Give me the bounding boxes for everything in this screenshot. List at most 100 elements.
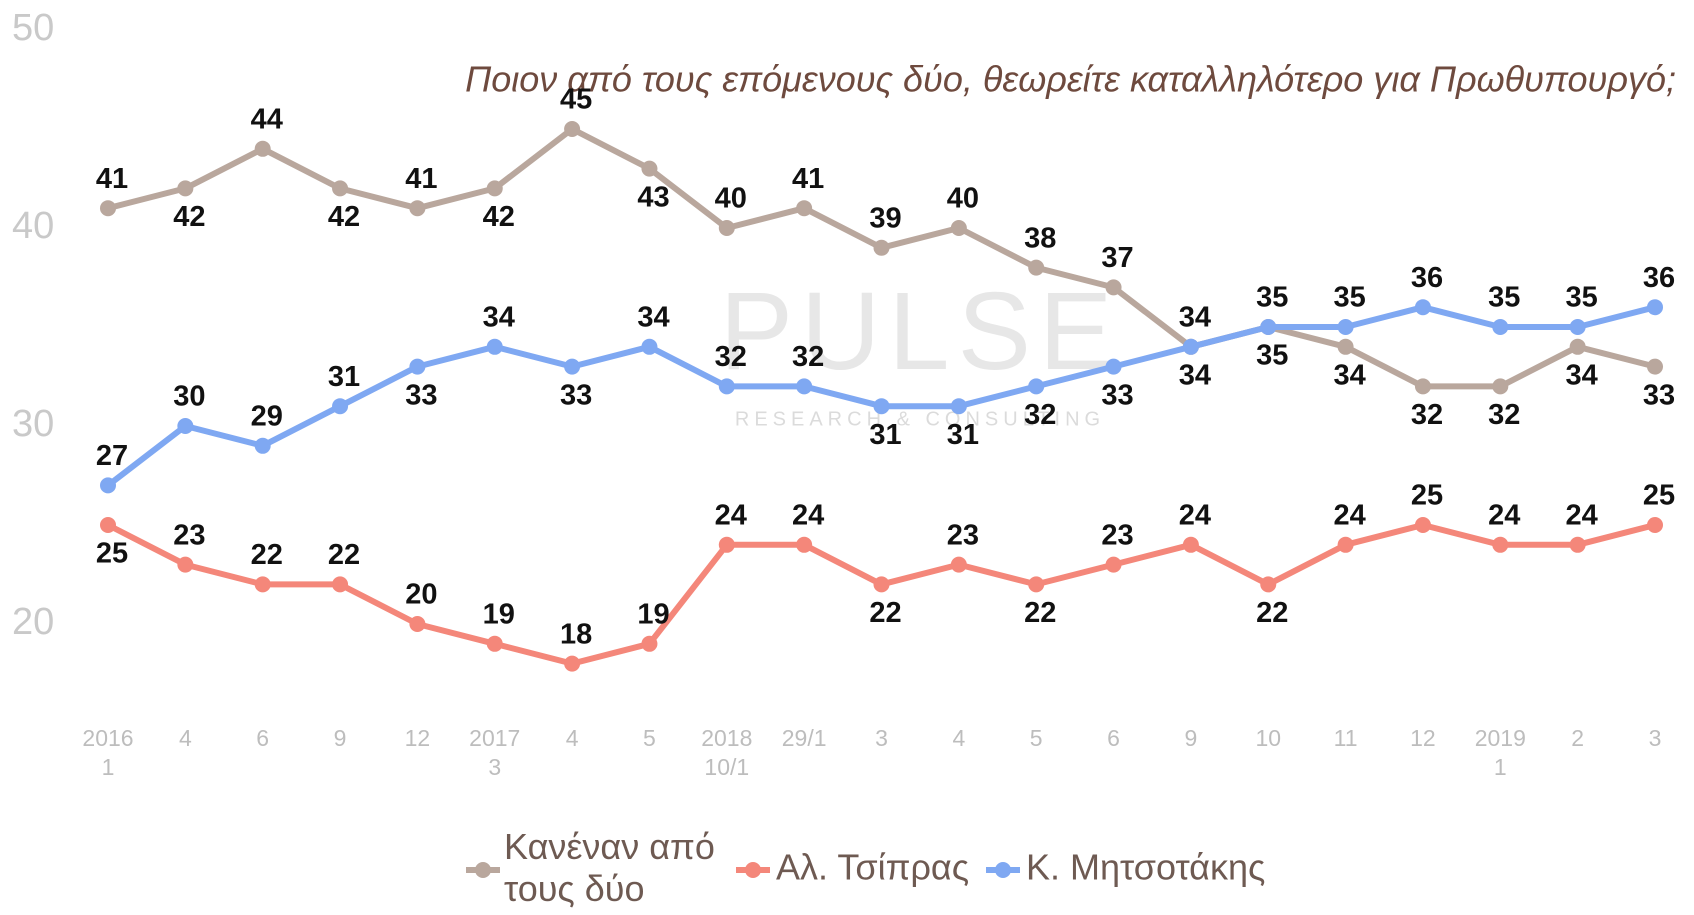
data-label: 40 [715,183,747,215]
data-label: 30 [173,381,205,413]
x-tick-label: 3 [1649,725,1662,751]
data-label: 42 [483,201,515,233]
x-tick-label: 9 [1185,725,1198,751]
data-label: 23 [947,519,979,551]
point [332,398,349,415]
data-label: 35 [1256,282,1288,314]
point [486,635,503,652]
data-label: 33 [405,379,437,411]
data-label: 32 [1411,399,1443,431]
watermark: PULSE RESEARCH & CONSULTING [720,270,1113,430]
point [1647,299,1663,316]
data-label: 34 [637,301,669,333]
point [1569,536,1586,553]
x-tick-label: 9 [334,725,347,751]
point [564,358,581,375]
legend-entry: Κανέναν από τους δύο [504,826,715,909]
x-tick-label: 4 [179,725,192,751]
data-label: 38 [1024,222,1056,254]
x-tick-label: 4 [566,725,579,751]
x-tick-label: 12 [1410,725,1436,751]
point [950,220,967,236]
x-tick-label: 12 [405,725,431,751]
point [100,200,116,217]
point [1182,338,1199,355]
point [1414,299,1431,316]
data-label: 22 [869,597,901,629]
data-label: 23 [173,519,205,551]
y-tick-label: 20 [12,601,54,643]
data-label: 24 [1566,499,1598,531]
point [1569,319,1586,335]
data-label: 22 [328,539,360,571]
data-label: 19 [483,598,515,630]
data-label: 32 [1488,399,1520,431]
data-label: 41 [96,163,128,195]
point [409,200,426,217]
point [873,239,890,256]
point [796,200,813,217]
data-label: 45 [560,84,592,116]
point [1028,576,1045,593]
data-label: 19 [637,598,669,630]
x-tick-label: 6 [1107,725,1120,751]
data-label: 24 [1488,499,1520,531]
point [254,140,271,157]
point [641,635,658,652]
x-tick-label: 6 [256,725,269,751]
data-label: 33 [1101,379,1133,411]
x-tick-label: 5 [643,725,656,751]
point [1260,576,1277,593]
data-label: 23 [1101,519,1133,551]
data-label: 25 [96,538,128,570]
point [1569,338,1586,355]
data-label: 24 [1333,499,1365,531]
data-label: 34 [1179,359,1211,391]
data-label: 33 [1643,379,1675,411]
watermark-subtext: RESEARCH & CONSULTING [735,408,1105,430]
point [796,536,813,553]
point [796,378,813,395]
data-label: 35 [1333,282,1365,314]
point [564,121,581,137]
point [254,576,271,593]
data-label: 44 [251,103,283,135]
subtitle: Ποιον από τους επόμενους δύο, θεωρείτε κ… [465,59,1676,100]
data-label: 24 [715,499,747,531]
data-label: 39 [869,202,901,234]
data-label: 22 [251,539,283,571]
data-label: 25 [1411,480,1443,512]
data-label: 34 [1566,359,1598,391]
data-label: 22 [1024,597,1056,629]
point [564,655,581,672]
point [1337,338,1354,355]
point [718,378,735,395]
point [177,418,194,434]
data-label: 42 [328,201,360,233]
point [1414,378,1431,395]
point [486,338,503,355]
x-tick-label: 3 [875,725,888,751]
point [1337,319,1354,335]
x-tick-label: 11 [1334,725,1358,751]
point [1492,536,1509,553]
data-label: 32 [1024,399,1056,431]
data-label: 33 [560,379,592,411]
point [1337,536,1354,553]
point [641,160,658,177]
point [950,556,967,573]
point [718,536,735,553]
x-tick-label: 10/1 [704,754,749,780]
data-label: 24 [792,499,824,531]
point [873,576,890,593]
point [1492,378,1509,395]
data-label: 29 [251,400,283,432]
x-tick-label: 2018 [701,725,752,751]
point [1105,358,1122,375]
point [1028,378,1045,395]
point [1647,358,1663,375]
data-label: 42 [173,201,205,233]
point [1647,517,1663,533]
x-tick-label: 29/1 [782,725,827,751]
